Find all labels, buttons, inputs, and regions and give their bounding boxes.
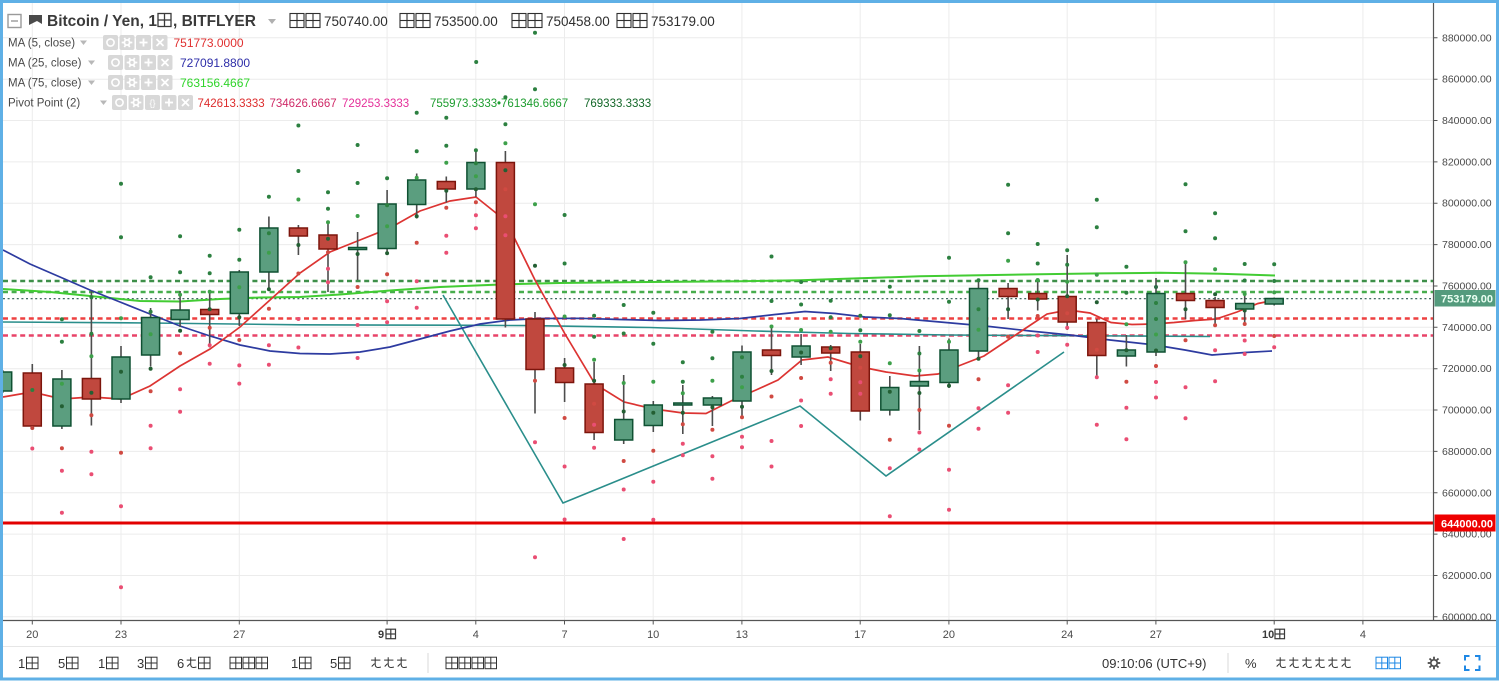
svg-text:800000.00: 800000.00 [1442, 198, 1492, 210]
svg-text:720000.00: 720000.00 [1442, 363, 1492, 375]
svg-text:10: 10 [1262, 629, 1274, 641]
svg-text:660000.00: 660000.00 [1442, 487, 1492, 499]
svg-text:10: 10 [647, 629, 659, 641]
svg-text:734626.6667: 734626.6667 [270, 98, 337, 110]
svg-text:%: % [1245, 656, 1257, 671]
svg-text:742613.3333: 742613.3333 [198, 98, 265, 110]
svg-text:755973.3333: 755973.3333 [430, 98, 497, 110]
svg-text:Pivot Point (2): Pivot Point (2) [8, 98, 80, 110]
svg-text:20: 20 [943, 629, 955, 641]
svg-text:7: 7 [561, 629, 567, 641]
svg-text:729253.3333: 729253.3333 [342, 98, 409, 110]
svg-text:9: 9 [378, 629, 384, 641]
svg-text:MA (75, close): MA (75, close) [8, 78, 82, 90]
svg-text:750458.00: 750458.00 [546, 14, 610, 29]
svg-text:880000.00: 880000.00 [1442, 32, 1492, 44]
svg-text:750740.00: 750740.00 [324, 14, 388, 29]
svg-text:751773.0000: 751773.0000 [174, 36, 244, 50]
svg-text:24: 24 [1061, 629, 1073, 641]
svg-text:17: 17 [854, 629, 866, 641]
svg-text:3: 3 [137, 656, 144, 671]
svg-text:4: 4 [1360, 629, 1366, 641]
svg-text:•761346.6667: •761346.6667 [497, 98, 568, 110]
svg-text:820000.00: 820000.00 [1442, 156, 1492, 168]
svg-text:Bitcoin / Yen, 1: Bitcoin / Yen, 1 [47, 13, 157, 30]
svg-text:700000.00: 700000.00 [1442, 405, 1492, 417]
svg-text:680000.00: 680000.00 [1442, 446, 1492, 458]
svg-text:1: 1 [98, 656, 105, 671]
svg-text:5: 5 [58, 656, 65, 671]
svg-text:769333.3333: 769333.3333 [584, 98, 651, 110]
svg-text:780000.00: 780000.00 [1442, 239, 1492, 251]
svg-text:753179.00: 753179.00 [651, 14, 715, 29]
svg-text:763156.4667: 763156.4667 [180, 76, 250, 90]
svg-text:27: 27 [233, 629, 245, 641]
svg-text:753179.00: 753179.00 [1441, 294, 1493, 306]
svg-text:27: 27 [1150, 629, 1162, 641]
svg-text:1: 1 [291, 656, 298, 671]
svg-text:860000.00: 860000.00 [1442, 74, 1492, 86]
svg-text:840000.00: 840000.00 [1442, 115, 1492, 127]
svg-text:600000.00: 600000.00 [1442, 611, 1492, 623]
svg-text:13: 13 [736, 629, 748, 641]
svg-text:644000.00: 644000.00 [1441, 519, 1493, 531]
svg-text:740000.00: 740000.00 [1442, 322, 1492, 334]
svg-text:09:10:06 (UTC+9): 09:10:06 (UTC+9) [1102, 656, 1206, 671]
svg-text:MA (5, close): MA (5, close) [8, 38, 75, 50]
svg-text:5: 5 [330, 656, 337, 671]
svg-text:{}: {} [149, 98, 155, 108]
svg-text:6: 6 [177, 656, 184, 671]
svg-text:, BITFLYER: , BITFLYER [173, 13, 256, 30]
svg-text:MA (25, close): MA (25, close) [8, 58, 82, 70]
svg-text:620000.00: 620000.00 [1442, 570, 1492, 582]
svg-text:1: 1 [18, 656, 25, 671]
svg-text:753500.00: 753500.00 [434, 14, 498, 29]
svg-text:727091.8800: 727091.8800 [180, 56, 250, 70]
svg-text:4: 4 [473, 629, 479, 641]
svg-text:20: 20 [26, 629, 38, 641]
svg-text:23: 23 [115, 629, 127, 641]
